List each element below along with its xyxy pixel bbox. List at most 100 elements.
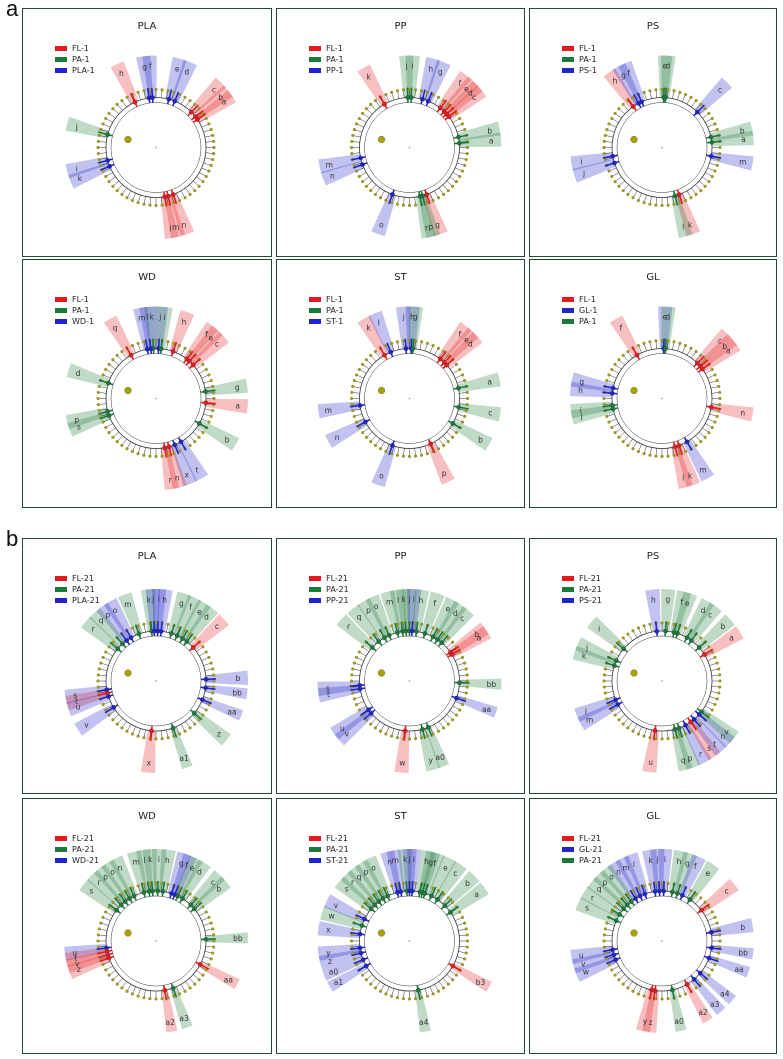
clade-wedge-f [421,591,445,635]
clade-node [442,903,448,908]
clade-w: w [583,957,621,977]
clade-node [457,680,462,686]
clade-a2: a2 [683,979,708,1017]
clade-wedge-t [64,947,109,968]
clade-a1: a1 [334,962,371,987]
clade-node [376,639,382,644]
clade-label: l [682,474,684,483]
legend-swatch [562,57,574,62]
clade-node [675,631,680,636]
clade-wedge-i [407,849,422,892]
clade-node [372,902,378,908]
clade-node [676,725,682,731]
clade-node [429,893,434,899]
tree-branches [349,338,470,459]
clade-wedge-k [68,162,112,189]
clade-g: g [663,595,670,637]
clade-m: m [133,857,147,898]
clade-wedge-i [570,152,614,171]
clade-wedge-z [642,989,659,1033]
clade-c: c [188,340,219,369]
clade-label: m [622,863,629,872]
legend-entry: FL-21 [562,833,603,844]
clade-r: r [417,191,429,233]
legend-entry: ST-21 [309,855,349,866]
clade-label: k [366,72,371,81]
clade-label: n [616,867,621,876]
panel-title: PLA [137,21,157,32]
clade-wedge-p [65,407,109,430]
clade-wedge-n [320,160,365,186]
clade-r: r [162,442,173,484]
clade-node [456,140,462,146]
clade-u: u [340,706,374,733]
clade-wedge-q [422,192,448,237]
clade-label: f [459,79,462,88]
clade-v: v [84,704,119,729]
clade-node [124,638,129,643]
clade-wedge-m [710,152,754,171]
clade-label: a1 [334,978,344,987]
clade-node [617,912,622,917]
clade-label: s [89,887,93,896]
clade-node [358,950,364,956]
legend-label: GL-21 [579,845,603,854]
clade-z: z [328,950,367,966]
clade-node [162,445,168,451]
clade-label: k [78,174,83,183]
clade-node [382,635,387,641]
clade-wedge-h [159,849,176,893]
legend-label: FL-1 [579,295,596,304]
clade-wedge-e [673,591,698,635]
clade-label: v [724,727,729,736]
clade-o: o [110,867,133,904]
legend: FL-21 PA-21 PP-21 [309,573,349,606]
clade-node [105,409,111,414]
clade-label: aa [224,975,233,984]
clade-node [450,963,456,969]
clade-node [611,952,617,958]
clade-wedge-a4 [415,989,431,1033]
clade-q: q [357,872,383,907]
clade-c: c [693,86,722,117]
clade-wedge-k [395,589,411,632]
legend-swatch [55,576,67,581]
clade-i: i [409,595,415,637]
clade-c: c [188,622,219,652]
clade-node [708,153,714,159]
legend: FL-1 PA-1 PP-1 [309,43,344,76]
cladogram-panel-pla: h g f e d c b a j i k n m l PLA FL-1 PA-1 PLA-1 [22,8,272,257]
clade-k: k [148,855,155,897]
clade-wedge-h [169,309,195,354]
clade-label: q [357,872,362,881]
clade-label: l [169,224,171,233]
clade-p: p [364,867,387,904]
clade-node [706,955,712,961]
clade-node [702,652,707,657]
clade-f: f [627,69,645,107]
clade-node [357,931,363,937]
clade-label: a [741,135,746,144]
clade-label: l [585,708,587,717]
clade-label: x [326,926,331,935]
clade-label: a4 [419,1018,429,1027]
clade-wedge-p [675,726,701,770]
clade-node [158,628,164,634]
clade-label: v [75,960,80,969]
legend-swatch [55,68,67,73]
clade-wedge-bb [710,944,754,960]
clade-label: g [235,383,240,392]
clade-wedge-b [197,420,240,451]
clade-a0: a0 [329,957,369,977]
clade-node [450,421,456,426]
legend-swatch [55,836,67,841]
clade-wedge-s [67,411,111,437]
clade-label: k [402,595,407,604]
clade-node [360,957,366,963]
panel-title: WD [138,811,156,822]
clade-label: d [453,609,458,618]
clade-a: a [454,136,493,146]
clade-label: a [235,402,240,411]
clade-label: a [222,98,227,107]
